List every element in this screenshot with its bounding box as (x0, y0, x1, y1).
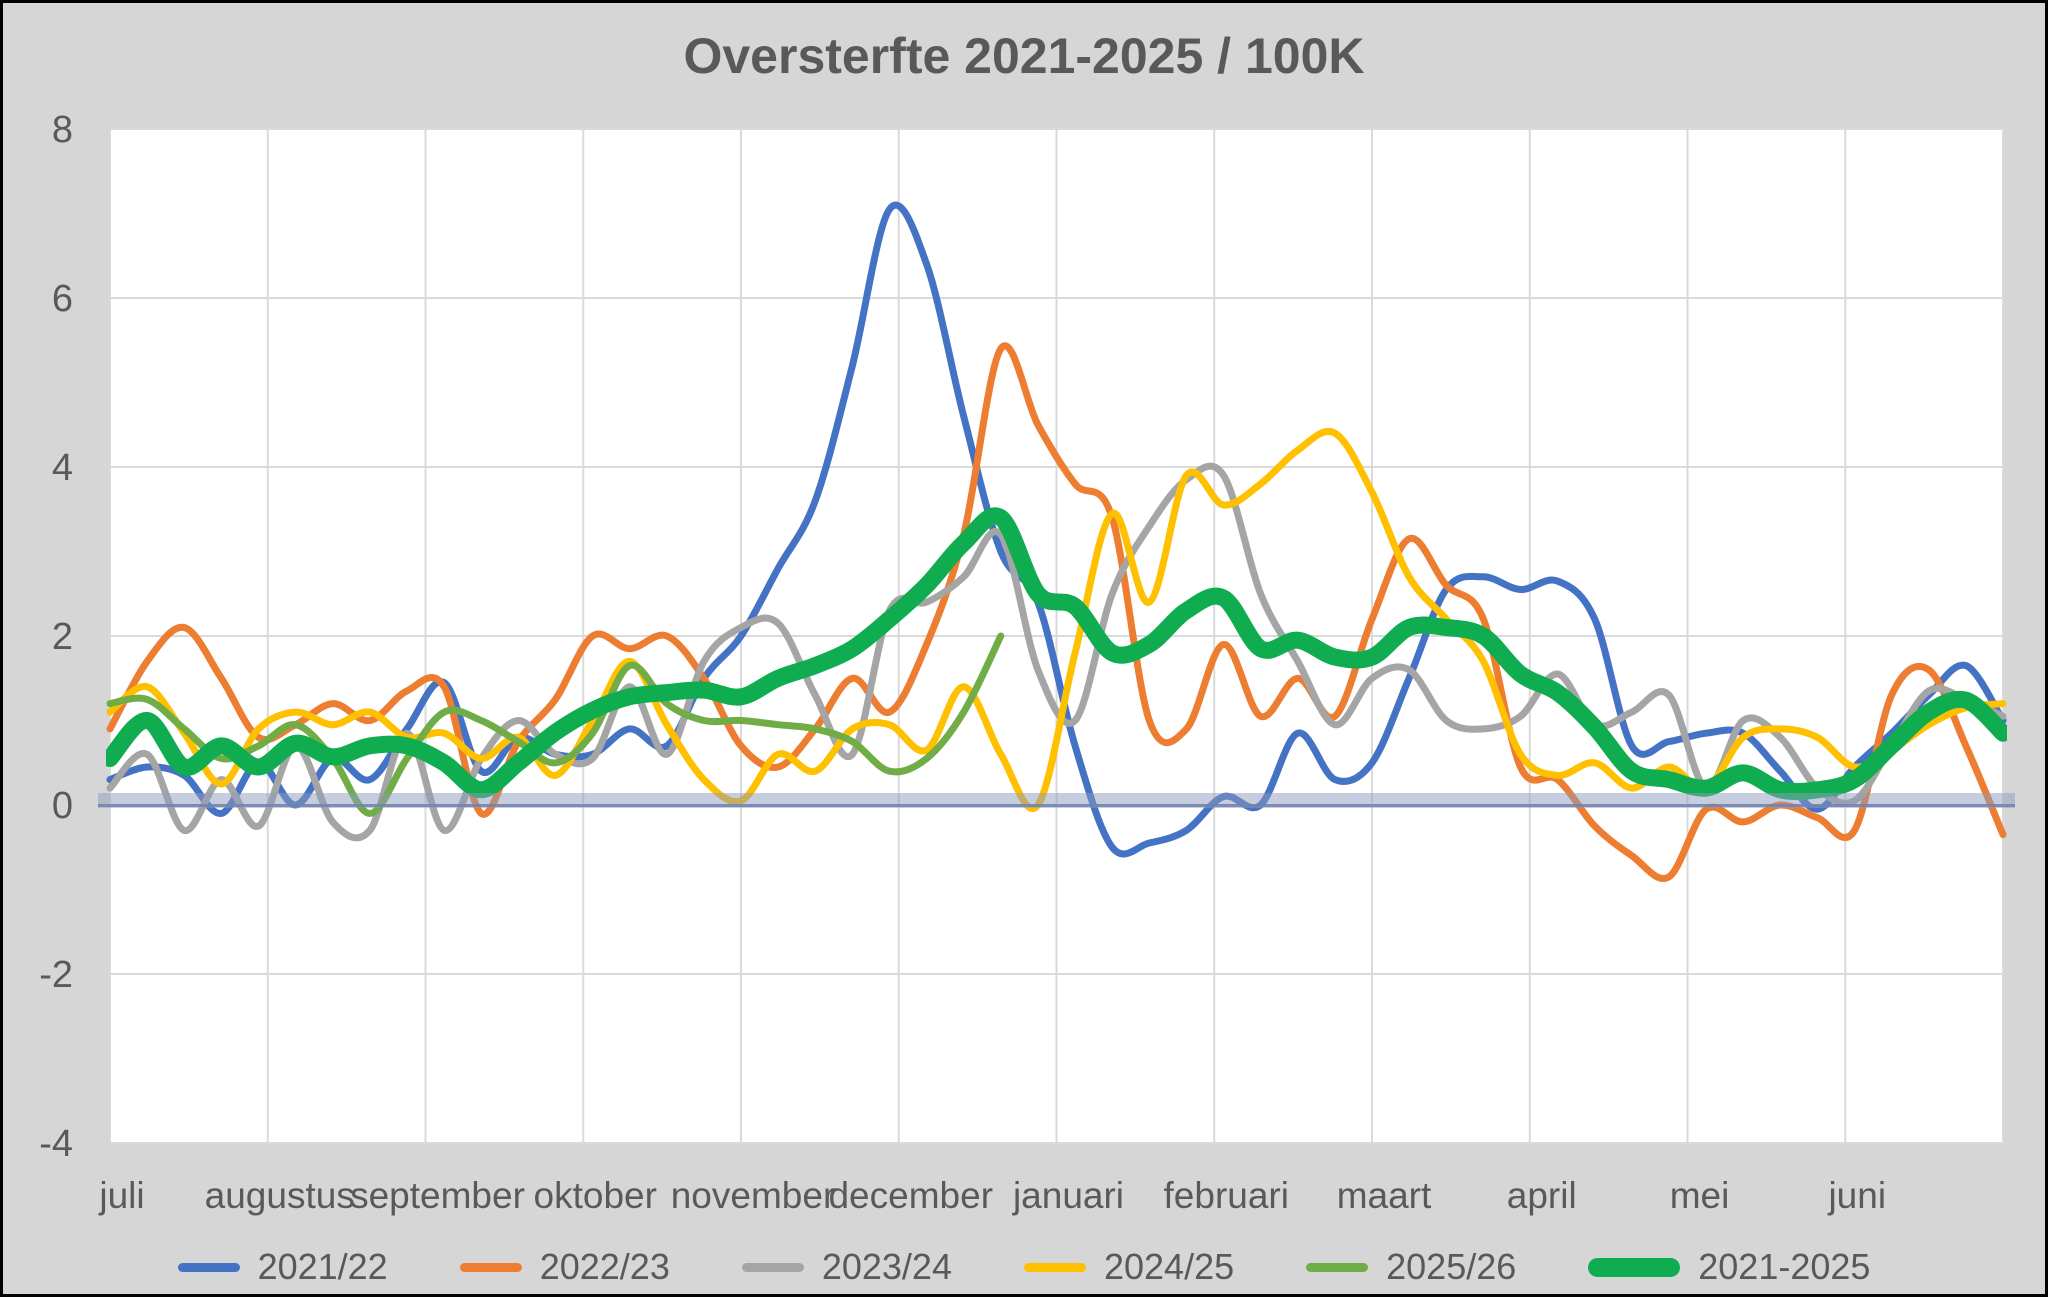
legend-line-swatch (741, 1262, 804, 1272)
y-axis-tick-label: -2 (39, 954, 73, 996)
y-axis-tick-label: 2 (52, 616, 73, 658)
x-axis-month-label: november (671, 1175, 836, 1216)
legend-line-swatch (1588, 1257, 1681, 1277)
legend-label: 2023/24 (821, 1246, 952, 1287)
legend-line-swatch (1023, 1262, 1086, 1272)
series-line-2025-26 (106, 632, 1005, 817)
x-axis-month-label: augustus (205, 1175, 355, 1216)
chart-title: Oversterfte 2021-2025 / 100K (683, 28, 1365, 84)
y-axis-tick-label: 6 (52, 278, 73, 320)
x-axis-month-label: juni (1827, 1175, 1886, 1216)
legend-line-swatch (1306, 1262, 1369, 1272)
x-axis-month-label: februari (1164, 1175, 1289, 1216)
legend-item-2021-22: 2021/22 (177, 1246, 388, 1288)
x-axis-month-label: september (350, 1175, 525, 1216)
y-axis-tick-label: 4 (52, 447, 73, 489)
legend-label: 2021/22 (257, 1246, 388, 1287)
legend-item-2024-25: 2024/25 (1023, 1246, 1235, 1288)
y-axis-tick-label: 0 (52, 785, 73, 827)
legend-item-2021-2025: 2021-2025 (1588, 1246, 1870, 1288)
y-axis-tick-label: -4 (39, 1123, 73, 1165)
x-axis-month-label: april (1507, 1175, 1577, 1216)
series-line-2021-2025 (106, 507, 2007, 800)
legend-label: 2021-2025 (1698, 1246, 1871, 1287)
legend-line-swatch (459, 1262, 522, 1272)
x-axis-month-label: januari (1012, 1175, 1124, 1216)
legend-item-2022-23: 2022/23 (459, 1246, 670, 1288)
x-axis-month-label: oktober (534, 1175, 657, 1216)
y-axis-tick-label: 8 (52, 109, 73, 151)
x-axis-month-label: mei (1670, 1175, 1730, 1216)
legend-item-2023-24: 2023/24 (741, 1246, 952, 1288)
legend-label: 2024/25 (1103, 1246, 1235, 1287)
series-line-2024-25 (106, 428, 2007, 812)
x-axis-month-label: december (828, 1175, 993, 1216)
legend-label: 2022/23 (539, 1246, 670, 1287)
chart-legend: 2021/22 2022/23 2023/24 2024/25 2025/26 2021-… (3, 1241, 2045, 1293)
x-axis-month-label: juli (98, 1175, 144, 1216)
legend-item-2025-26: 2025/26 (1306, 1246, 1516, 1288)
legend-line-swatch (177, 1262, 240, 1272)
legend-label: 2025/26 (1386, 1246, 1517, 1287)
x-axis-month-label: maart (1337, 1175, 1432, 1216)
